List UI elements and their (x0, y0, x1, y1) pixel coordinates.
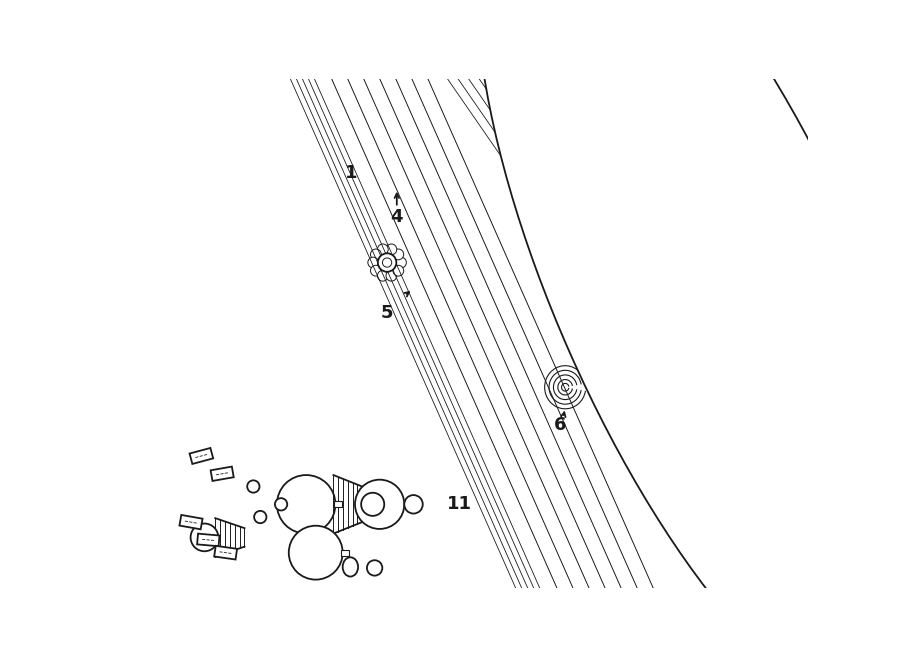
Ellipse shape (456, 0, 900, 533)
Text: 11: 11 (447, 495, 473, 514)
Circle shape (378, 253, 396, 272)
Bar (334, 501, 342, 508)
Text: 4: 4 (391, 208, 403, 226)
Bar (190, 448, 213, 464)
Circle shape (542, 364, 589, 410)
Circle shape (619, 367, 655, 403)
Text: 3: 3 (564, 97, 577, 115)
Text: 5: 5 (381, 305, 393, 323)
Ellipse shape (343, 557, 358, 576)
Circle shape (371, 249, 382, 260)
Circle shape (377, 270, 388, 281)
Bar (211, 467, 234, 481)
Circle shape (289, 525, 343, 580)
Circle shape (368, 257, 379, 268)
Text: 2: 2 (776, 315, 788, 332)
Circle shape (384, 161, 410, 186)
Circle shape (393, 265, 404, 276)
Circle shape (377, 244, 388, 254)
Text: 9: 9 (669, 407, 681, 424)
Ellipse shape (660, 380, 689, 408)
Ellipse shape (233, 0, 900, 661)
Circle shape (376, 153, 418, 194)
Bar (382, 97, 780, 428)
Circle shape (248, 481, 259, 492)
Text: 10: 10 (550, 119, 575, 137)
Circle shape (390, 167, 404, 180)
Text: 7: 7 (600, 407, 613, 424)
Bar (179, 515, 203, 529)
Text: 1: 1 (345, 165, 357, 182)
Circle shape (371, 265, 382, 276)
Circle shape (382, 258, 392, 267)
Circle shape (367, 561, 382, 576)
Circle shape (396, 257, 406, 268)
Circle shape (386, 244, 397, 254)
Circle shape (386, 270, 397, 281)
Ellipse shape (653, 375, 696, 413)
Text: 8: 8 (626, 407, 639, 424)
Bar (341, 549, 349, 556)
Circle shape (254, 511, 266, 524)
Bar (214, 546, 237, 559)
Bar (160, 436, 434, 578)
Ellipse shape (665, 385, 684, 403)
Circle shape (393, 249, 404, 260)
Circle shape (361, 492, 384, 516)
Ellipse shape (477, 0, 900, 661)
Circle shape (274, 498, 287, 510)
Circle shape (404, 495, 423, 514)
Text: 6: 6 (554, 416, 567, 434)
Circle shape (277, 475, 336, 533)
Bar (197, 533, 220, 546)
Circle shape (355, 480, 404, 529)
Circle shape (191, 524, 219, 551)
